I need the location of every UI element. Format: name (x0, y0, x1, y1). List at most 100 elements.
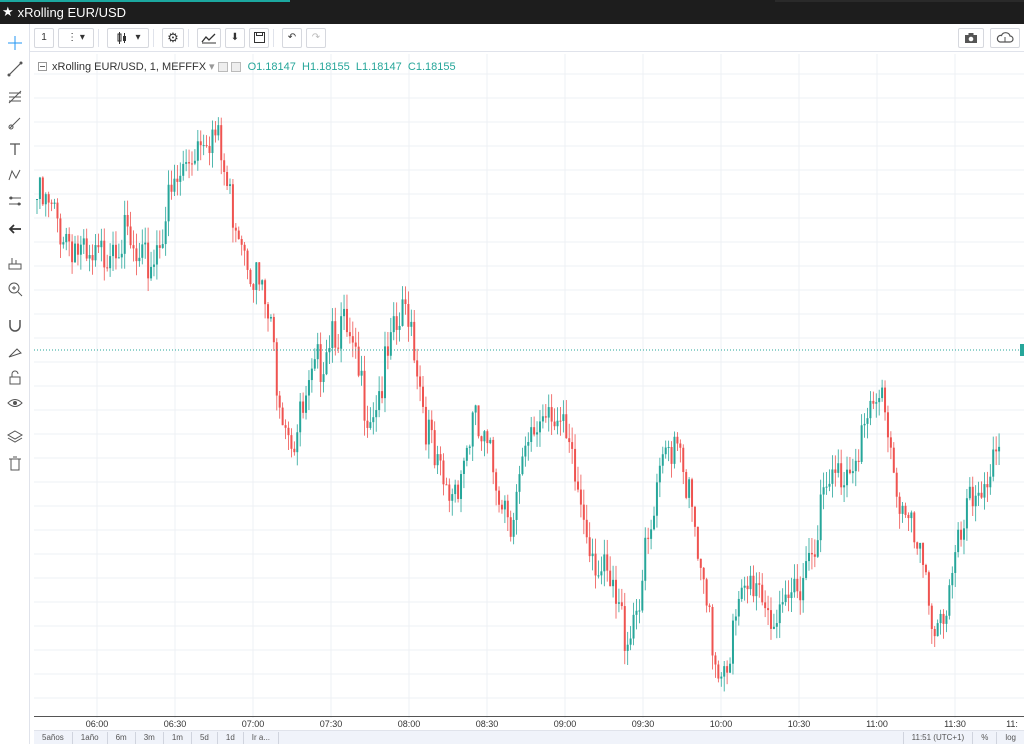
visibility-toggle-icon[interactable] (217, 61, 228, 72)
dropdown-icon: ▾ (135, 32, 141, 43)
candle-body (173, 178, 176, 192)
candle-body (726, 666, 729, 673)
candle-body (381, 391, 384, 399)
redo-button[interactable]: ↷ (306, 27, 326, 48)
range-button[interactable]: 5años (34, 731, 73, 744)
candle-body (922, 542, 925, 565)
candle-body (939, 613, 942, 624)
save-button[interactable] (249, 27, 269, 48)
candle-body (117, 257, 120, 259)
collapse-legend-icon[interactable] (38, 62, 47, 71)
download-button[interactable]: ⬇ (225, 27, 245, 48)
interval-button[interactable]: 1 (34, 27, 54, 48)
zoom-tool[interactable] (4, 278, 26, 300)
brush-tool[interactable] (4, 112, 26, 134)
candle-body (582, 504, 585, 520)
candle-body (606, 554, 609, 571)
candle-body (559, 420, 562, 422)
candle-body (97, 245, 100, 248)
lock-drawing-tool[interactable] (4, 340, 26, 362)
crosshair-tool[interactable] (4, 32, 26, 54)
layers-tool[interactable] (4, 426, 26, 448)
time-tick-label: 10:00 (709, 719, 733, 729)
candle-body (761, 584, 764, 603)
undo-button[interactable]: ↶ (282, 27, 302, 48)
pattern-tool[interactable] (4, 164, 26, 186)
crosshair-icon (8, 36, 22, 50)
magnet-tool[interactable] (4, 314, 26, 336)
candlestick-plot[interactable] (34, 54, 1024, 718)
cloud-save-button[interactable] (990, 28, 1020, 48)
candle-body (41, 177, 44, 205)
percent-toggle[interactable]: % (973, 732, 998, 744)
candle-body (269, 316, 272, 319)
candle-body (129, 226, 132, 246)
candle-body (799, 591, 802, 601)
eye-tool[interactable] (4, 392, 26, 414)
price-chart[interactable] (34, 54, 1024, 718)
candle-body (737, 598, 740, 617)
log-toggle[interactable]: log (1005, 733, 1016, 742)
fib-tool[interactable] (4, 86, 26, 108)
candle-body (635, 610, 638, 615)
star-icon[interactable]: ★ (2, 4, 14, 19)
candle-body (869, 400, 872, 419)
candle-body (731, 620, 734, 664)
candle-body (261, 280, 264, 285)
prediction-icon (9, 196, 21, 206)
high-label: H (302, 60, 310, 73)
dropdown-icon[interactable]: ▾ (209, 61, 215, 73)
candle-body (957, 529, 960, 553)
candle-body (53, 202, 56, 204)
candle-body (512, 519, 515, 537)
candle-body (430, 419, 433, 431)
candle-body (88, 255, 91, 259)
trash-tool[interactable] (4, 452, 26, 474)
trend-line-tool[interactable] (4, 58, 26, 80)
candle-body (679, 443, 682, 448)
back-arrow-tool[interactable] (4, 218, 26, 240)
time-axis[interactable]: 06:00 06:30 07:00 07:30 08:00 08:30 09:00 09:30… (34, 716, 1024, 730)
candle-body (258, 262, 261, 285)
candle-body (372, 417, 375, 423)
candle-body (106, 267, 109, 269)
candle-body (471, 412, 474, 447)
measure-tool[interactable] (4, 252, 26, 274)
settings-button[interactable]: ⚙ (162, 27, 184, 48)
range-button[interactable]: 1m (164, 731, 192, 744)
candle-body (556, 420, 559, 427)
candle-body (971, 486, 974, 507)
candle-body (161, 244, 164, 248)
candle-body (460, 474, 463, 499)
candle-body (38, 177, 41, 199)
candle-body (123, 214, 126, 254)
candle-body (208, 145, 211, 154)
range-button[interactable]: 5d (192, 731, 218, 744)
candle-body (71, 241, 74, 263)
candle-body (316, 344, 319, 360)
range-button[interactable]: 3m (136, 731, 164, 744)
interval-menu-button[interactable]: ⋮ ▾ (58, 27, 94, 48)
lock-tool[interactable] (4, 366, 26, 388)
range-button[interactable]: 1año (73, 731, 108, 744)
prediction-tool[interactable] (4, 190, 26, 212)
candle-body (644, 537, 647, 581)
clock-timezone[interactable]: 11:51 (UTC+1) (902, 732, 974, 744)
candle-body (553, 421, 556, 427)
settings-toggle-icon[interactable] (230, 61, 241, 72)
snapshot-button[interactable] (958, 28, 984, 48)
candle-body (477, 405, 480, 437)
candle-body (313, 359, 316, 369)
compare-button[interactable] (197, 27, 221, 48)
candle-body (47, 194, 50, 203)
range-button[interactable]: 1d (218, 731, 244, 744)
candle-body (217, 125, 220, 136)
candle-body (442, 460, 445, 485)
text-tool[interactable] (4, 138, 26, 160)
range-button[interactable]: 6m (108, 731, 136, 744)
candle-body (404, 299, 407, 305)
chart-type-button[interactable]: ▾ (107, 27, 149, 48)
range-button[interactable]: Ir a... (244, 731, 280, 744)
candle-body (954, 552, 957, 573)
candle-body (910, 512, 913, 519)
